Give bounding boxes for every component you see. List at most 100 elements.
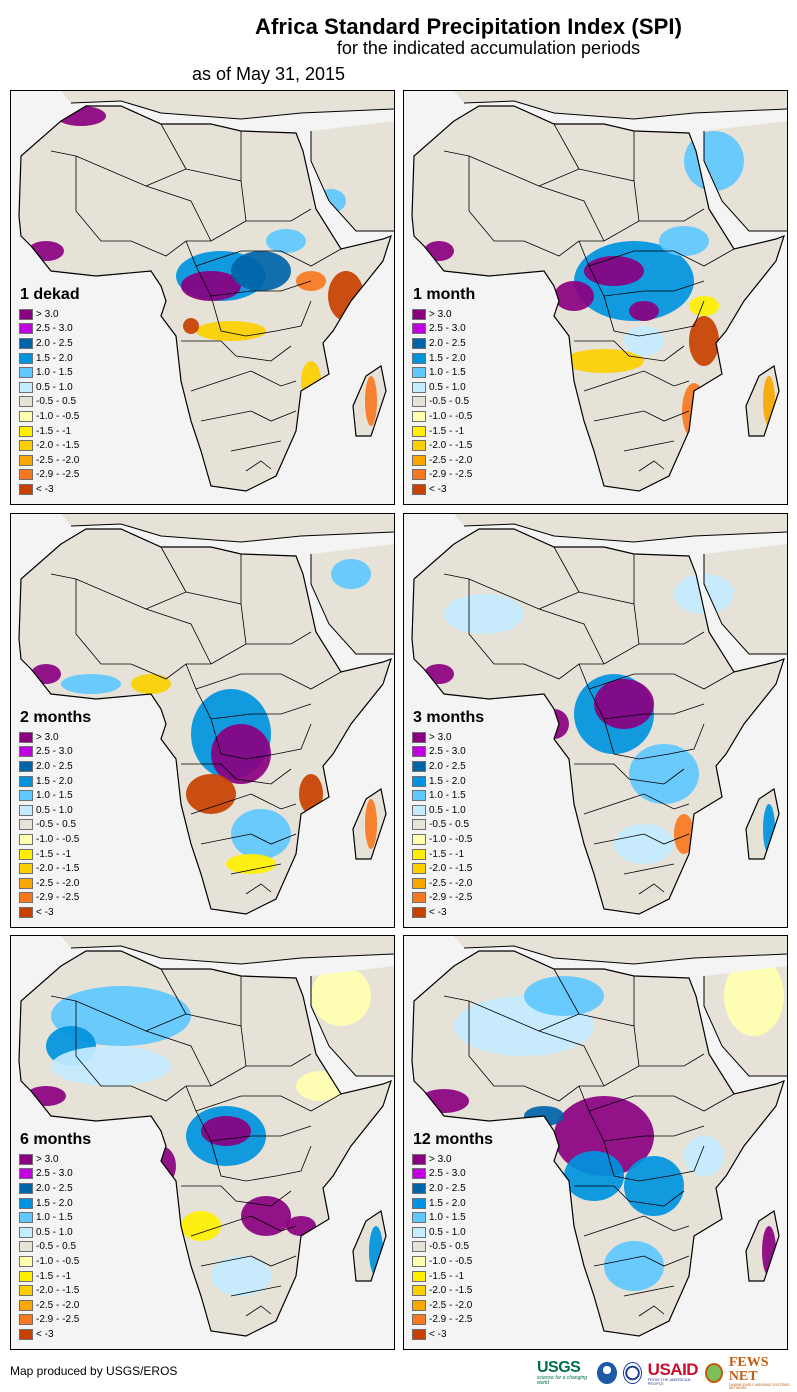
country-border	[190, 370, 297, 392]
spi-anomaly-region	[131, 674, 171, 694]
europe-landmass	[454, 514, 787, 542]
legend-label: -0.5 - 0.5	[36, 819, 77, 831]
country-border	[623, 1285, 675, 1297]
legend-item: -0.5 - 0.5	[412, 818, 484, 833]
legend-label: 2.5 - 3.0	[36, 746, 73, 758]
legend-swatch	[19, 833, 33, 845]
country-border	[210, 1065, 247, 1087]
legend-label: < -3	[36, 906, 54, 918]
legend-item: 2.5 - 3.0	[19, 1167, 91, 1182]
country-border	[523, 240, 604, 257]
legend-swatch	[412, 877, 426, 889]
country-border	[145, 168, 247, 222]
legend-label: 1.5 - 2.0	[36, 775, 73, 787]
country-border	[638, 883, 665, 895]
legend-label: 2.0 - 2.5	[36, 1182, 73, 1194]
legend-swatch	[19, 906, 33, 918]
legend-swatch	[19, 1299, 33, 1311]
spi-anomaly-region	[584, 256, 644, 286]
legend-swatch	[19, 877, 33, 889]
legend-swatch	[19, 1328, 33, 1340]
country-border	[245, 1305, 272, 1317]
europe-landmass	[454, 91, 787, 119]
legend-label: 2.5 - 3.0	[36, 323, 73, 335]
legend-swatch	[19, 746, 33, 758]
country-border	[574, 763, 685, 785]
legend-swatch	[19, 1241, 33, 1253]
europe-coastline	[463, 100, 787, 120]
spi-anomaly-region	[659, 226, 709, 256]
country-border	[75, 1001, 131, 1087]
country-border	[574, 340, 685, 362]
legend-swatch	[412, 790, 426, 802]
spi-anomaly-region	[524, 976, 604, 1016]
legend-swatch	[412, 848, 426, 860]
spi-anomaly-region	[296, 1071, 346, 1101]
legend-item: 2.5 - 3.0	[412, 1167, 493, 1182]
country-border	[468, 156, 524, 242]
country-border	[130, 240, 211, 257]
spi-legend: 12 months > 3.0 2.5 - 3.0 2.0 - 2.5 1.5 - 2.…	[412, 1131, 493, 1342]
legend-label: 1.0 - 1.5	[36, 790, 73, 802]
legend-item: -1.0 - -0.5	[19, 832, 91, 847]
legend-item: 1.0 - 1.5	[19, 1210, 91, 1225]
legend-swatch	[19, 323, 33, 335]
spi-anomaly-region	[181, 271, 241, 301]
legend-item: > 3.0	[412, 730, 484, 745]
legend-swatch	[412, 1299, 426, 1311]
country-border	[593, 410, 690, 422]
country-border	[588, 265, 705, 297]
spi-anomaly-layer	[419, 956, 784, 1291]
legend-label: -2.9 - -2.5	[429, 469, 473, 481]
legend-label: -0.5 - 0.5	[36, 396, 77, 408]
country-border	[603, 1065, 640, 1087]
legend-item: < -3	[412, 1327, 493, 1342]
europe-coastline	[70, 100, 394, 120]
legend-label: 0.5 - 1.0	[36, 381, 73, 393]
legend-swatch	[19, 760, 33, 772]
spi-legend: 1 dekad > 3.0 2.5 - 3.0 2.0 - 2.5 1.5 - 2.0 1…	[19, 286, 80, 497]
spi-anomaly-region	[286, 1216, 316, 1236]
accumulation-period-label: 1 month	[413, 286, 476, 303]
usaid-logo-tagline: FROM THE AMERICAN PEOPLE	[647, 1376, 691, 1386]
country-border	[245, 460, 272, 472]
country-border	[181, 763, 292, 785]
legend-label: 1.0 - 1.5	[36, 1212, 73, 1224]
legend-swatch	[412, 1197, 426, 1209]
legend-label: -1.0 - -0.5	[36, 833, 80, 845]
legend-item: -2.5 - -2.0	[19, 453, 80, 468]
legend-label: < -3	[429, 483, 447, 495]
spi-anomaly-region	[28, 241, 64, 261]
spi-anomaly-region	[186, 774, 236, 814]
legend-item: -2.9 - -2.5	[19, 1313, 91, 1328]
country-border	[75, 579, 131, 665]
fewsnet-logo-tagline: FAMINE EARLY WARNING SYSTEMS NETWORK	[728, 1382, 790, 1390]
legend-swatch	[412, 469, 426, 481]
legend-label: > 3.0	[36, 1153, 59, 1165]
legend-swatch	[412, 396, 426, 408]
legend-label: 1.0 - 1.5	[429, 367, 466, 379]
legend-swatch	[19, 1153, 33, 1165]
legend-item: -1.5 - -1	[412, 1269, 493, 1284]
legend-item: < -3	[19, 905, 91, 920]
legend-swatch	[19, 1270, 33, 1282]
legend-label: -2.5 - -2.0	[429, 877, 473, 889]
legend-item: 2.5 - 3.0	[412, 322, 475, 337]
legend-label: -0.5 - 0.5	[429, 1241, 470, 1253]
spi-anomaly-region	[689, 296, 719, 316]
legend-label: 1.5 - 2.0	[36, 352, 73, 364]
country-border	[230, 1285, 282, 1297]
spi-anomaly-region	[365, 799, 377, 849]
europe-coastline	[70, 945, 394, 965]
spi-anomaly-region	[231, 251, 291, 291]
legend-item: -0.5 - 0.5	[412, 1240, 493, 1255]
country-border	[593, 833, 690, 845]
legend-label: 0.5 - 1.0	[429, 381, 466, 393]
legend-item: -2.0 - -1.5	[412, 1283, 493, 1298]
africa-map	[18, 936, 394, 1337]
legend-item: 1.0 - 1.5	[412, 365, 475, 380]
legend-item: 0.5 - 1.0	[19, 1225, 91, 1240]
spi-map-panel: 1 month > 3.0 2.5 - 3.0 2.0 - 2.5 1.5 - 2.0 1…	[403, 90, 788, 505]
spi-anomaly-region	[539, 709, 569, 739]
legend-label: -1.0 - -0.5	[429, 410, 473, 422]
